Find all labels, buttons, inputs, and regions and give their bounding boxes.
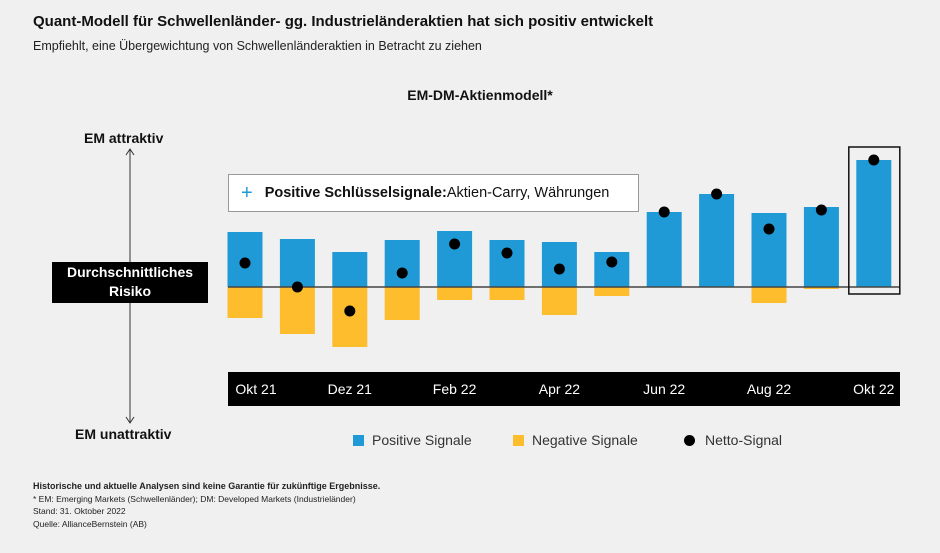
net-signal-point <box>711 188 723 200</box>
date-note: Stand: 31. Oktober 2022 <box>33 506 126 516</box>
bar-negative <box>332 287 368 347</box>
bar-negative <box>751 287 787 303</box>
x-tick-label: Jun 22 <box>643 381 685 397</box>
legend-dot <box>684 434 695 446</box>
plot-area: Okt 21 Dez 21 Feb 22 Apr 22 Jun 22 Aug 22 Okt … <box>227 146 901 406</box>
x-tick-label: Apr 22 <box>539 381 580 397</box>
bar-positive <box>384 240 420 287</box>
page-title: Quant-Modell für Schwellenländer- gg. In… <box>33 13 654 30</box>
callout-bold: Positive Schlüsselsignale: <box>264 185 447 201</box>
bar-positive <box>489 240 525 287</box>
net-signal-point <box>553 263 565 275</box>
legend-positive: Positive Signale <box>353 432 472 448</box>
bar-negative <box>594 287 630 296</box>
y-label-bottom: EM unattraktiv <box>75 426 172 442</box>
legend-label: Netto-Signal <box>705 432 783 448</box>
bar-negative <box>541 287 577 315</box>
net-signal-point <box>501 247 513 259</box>
legend-negative: Negative Signale <box>513 432 638 448</box>
net-signal-point <box>763 223 775 235</box>
x-tick-label: Dez 21 <box>328 381 373 397</box>
plus-icon: + <box>241 181 253 204</box>
bar-negative <box>227 287 263 318</box>
net-signal-point <box>344 305 356 317</box>
net-signal-point <box>815 204 827 216</box>
callout-box: + Positive Schlüsselsignale: Aktien-Carr… <box>228 174 639 212</box>
legend-net: Netto-Signal <box>684 432 782 448</box>
net-signal-point <box>868 154 880 166</box>
bar-positive <box>803 207 839 287</box>
net-signal-point <box>396 267 408 279</box>
net-signal-point <box>449 238 461 250</box>
net-signal-point <box>606 256 618 268</box>
y-label-top: EM attraktiv <box>84 130 164 146</box>
legend-label: Positive Signale <box>372 432 472 448</box>
bar-positive <box>699 194 735 287</box>
x-tick-label: Okt 22 <box>853 381 894 397</box>
highlight-box <box>848 146 901 295</box>
page-subtitle: Empfiehlt, eine Übergewichtung von Schwe… <box>33 39 482 53</box>
footnotes: Historische und aktuelle Analysen sind k… <box>33 480 380 530</box>
footnote: * EM: Emerging Markets (Schwellenländer)… <box>33 493 356 504</box>
x-tick-label: Feb 22 <box>433 381 477 397</box>
bar-negative <box>437 287 473 300</box>
legend-swatch <box>353 434 364 446</box>
bar-negative <box>803 287 839 289</box>
bar-negative <box>384 287 420 320</box>
net-signal-point <box>291 281 303 293</box>
bar-positive <box>332 252 368 287</box>
bar-positive <box>646 212 682 287</box>
bar-negative <box>489 287 525 300</box>
source-note: Quelle: AllianceBernstein (AB) <box>33 518 147 529</box>
net-signal-point <box>658 206 670 218</box>
x-tick-label: Okt 21 <box>235 381 276 397</box>
x-axis-band <box>228 372 900 406</box>
bar-negative <box>279 287 315 334</box>
chart-title: EM-DM-Aktienmodell* <box>407 87 553 103</box>
x-tick-label: Aug 22 <box>747 381 792 397</box>
net-signal-point <box>239 257 251 269</box>
legend-label: Negative Signale <box>532 432 638 448</box>
average-risk-label: Durchschnittliches Risiko <box>52 262 208 303</box>
bar-positive <box>279 239 315 287</box>
legend-swatch <box>513 434 524 446</box>
disclaimer: Historische und aktuelle Analysen sind k… <box>33 481 381 491</box>
bar-positive <box>856 160 892 287</box>
callout-text: Aktien-Carry, Währungen <box>446 185 610 201</box>
